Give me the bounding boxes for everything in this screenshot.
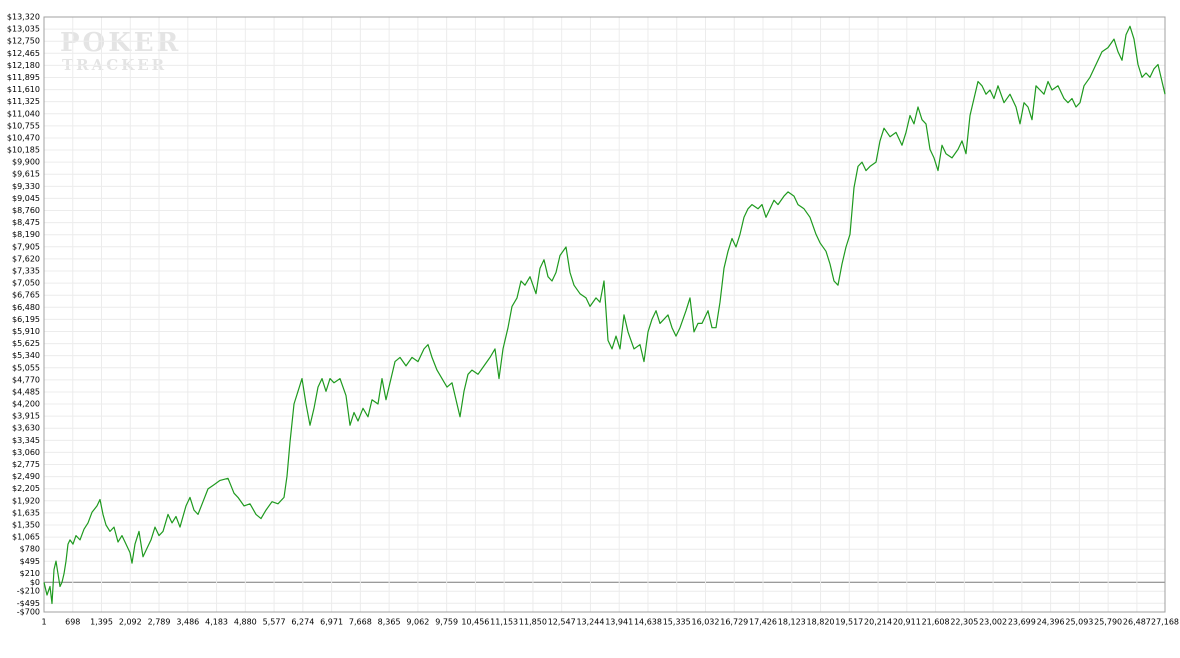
y-tick-label: -$700 xyxy=(17,608,40,617)
x-tick-label: 2,789 xyxy=(148,618,171,627)
x-tick-label: 6,274 xyxy=(291,618,314,627)
x-tick-label: 12,547 xyxy=(548,618,576,627)
y-tick-label: $495 xyxy=(20,557,40,566)
y-tick-label: $6,765 xyxy=(12,291,40,300)
x-tick-label: 11,850 xyxy=(519,618,547,627)
y-tick-label: $8,760 xyxy=(12,206,40,215)
y-tick-label: $4,200 xyxy=(12,400,40,409)
y-tick-label: $0 xyxy=(30,578,40,587)
y-tick-label: $4,770 xyxy=(12,375,40,384)
y-tick-label: $11,040 xyxy=(7,109,40,118)
x-tick-label: 13,941 xyxy=(605,618,633,627)
x-tick-label: 1,395 xyxy=(90,618,113,627)
x-tick-label: 20,214 xyxy=(864,618,892,627)
y-tick-label: $3,060 xyxy=(12,448,40,457)
y-tick-label: $1,920 xyxy=(12,496,40,505)
y-tick-label: $5,340 xyxy=(12,351,40,360)
y-tick-label: $2,775 xyxy=(12,460,40,469)
y-tick-label: $2,205 xyxy=(12,484,40,493)
x-tick-label: 18,820 xyxy=(807,618,835,627)
x-tick-label: 13,244 xyxy=(576,618,604,627)
y-tick-label: $8,190 xyxy=(12,230,40,239)
y-tick-label: $12,180 xyxy=(7,61,40,70)
y-tick-label: $11,610 xyxy=(7,85,40,94)
y-tick-label: $11,895 xyxy=(7,73,40,82)
y-tick-label: $8,475 xyxy=(12,218,40,227)
x-tick-label: 22,305 xyxy=(950,618,978,627)
y-tick-label: $1,065 xyxy=(12,533,40,542)
y-tick-label: $9,045 xyxy=(12,194,40,203)
y-tick-label: $7,335 xyxy=(12,266,40,275)
x-tick-label: 7,668 xyxy=(349,618,372,627)
x-tick-label: 15,335 xyxy=(663,618,691,627)
y-tick-label: $3,345 xyxy=(12,436,40,445)
x-tick-label: 19,517 xyxy=(835,618,863,627)
x-tick-label: 27,168 xyxy=(1151,618,1179,627)
y-tick-label: $9,900 xyxy=(12,158,40,167)
x-tick-label: 18,123 xyxy=(778,618,806,627)
x-tick-label: 17,426 xyxy=(749,618,777,627)
y-tick-label: $5,625 xyxy=(12,339,40,348)
y-tick-label: $2,490 xyxy=(12,472,40,481)
x-tick-label: 23,002 xyxy=(979,618,1007,627)
y-tick-label: $1,635 xyxy=(12,508,40,517)
x-tick-label: 21,608 xyxy=(922,618,950,627)
x-tick-label: 9,062 xyxy=(406,618,429,627)
x-tick-label: 3,486 xyxy=(176,618,199,627)
y-tick-label: $10,470 xyxy=(7,133,40,142)
x-tick-label: 14,638 xyxy=(634,618,662,627)
y-tick-label: $5,910 xyxy=(12,327,40,336)
y-tick-label: $9,330 xyxy=(12,182,40,191)
y-tick-label: -$495 xyxy=(17,599,40,608)
data-line xyxy=(43,25,1166,605)
x-tick-label: 698 xyxy=(65,618,80,627)
x-tick-label: 25,790 xyxy=(1094,618,1122,627)
y-tick-label: $13,035 xyxy=(7,25,40,34)
x-tick-label: 6,971 xyxy=(320,618,343,627)
y-tick-label: $210 xyxy=(20,569,40,578)
y-tick-label: $6,480 xyxy=(12,303,40,312)
x-tick-label: 16,729 xyxy=(720,618,748,627)
plot-frame xyxy=(43,16,1166,613)
y-tick-label: $3,915 xyxy=(12,412,40,421)
x-tick-label: 20,911 xyxy=(893,618,921,627)
x-tick-label: 23,699 xyxy=(1008,618,1036,627)
y-tick-label: $5,055 xyxy=(12,363,40,372)
x-tick-label: 2,092 xyxy=(119,618,142,627)
y-tick-label: $7,050 xyxy=(12,279,40,288)
y-tick-label: $7,620 xyxy=(12,254,40,263)
y-tick-label: $780 xyxy=(20,545,40,554)
x-tick-label: 1 xyxy=(41,618,46,627)
y-tick-label: $12,465 xyxy=(7,49,40,58)
y-tick-label: $4,485 xyxy=(12,387,40,396)
x-tick-label: 9,759 xyxy=(435,618,458,627)
x-tick-label: 24,396 xyxy=(1037,618,1065,627)
y-tick-label: $7,905 xyxy=(12,242,40,251)
y-tick-label: $13,320 xyxy=(7,13,40,22)
x-tick-label: 11,153 xyxy=(490,618,518,627)
y-tick-label: $9,615 xyxy=(12,170,40,179)
x-tick-label: 4,880 xyxy=(234,618,257,627)
y-tick-label: $3,630 xyxy=(12,424,40,433)
y-tick-label: $10,185 xyxy=(7,146,40,155)
x-tick-label: 4,183 xyxy=(205,618,228,627)
x-tick-label: 8,365 xyxy=(378,618,401,627)
y-tick-label: $12,750 xyxy=(7,37,40,46)
x-tick-label: 5,577 xyxy=(263,618,286,627)
y-tick-label: $11,325 xyxy=(7,97,40,106)
y-tick-label: -$210 xyxy=(17,587,40,596)
x-tick-label: 10,456 xyxy=(461,618,489,627)
y-tick-label: $6,195 xyxy=(12,315,40,324)
y-tick-label: $1,350 xyxy=(12,520,40,529)
x-tick-label: 16,032 xyxy=(691,618,719,627)
y-tick-label: $10,755 xyxy=(7,121,40,130)
x-tick-label: 25,093 xyxy=(1065,618,1093,627)
x-tick-label: 26,487 xyxy=(1123,618,1151,627)
